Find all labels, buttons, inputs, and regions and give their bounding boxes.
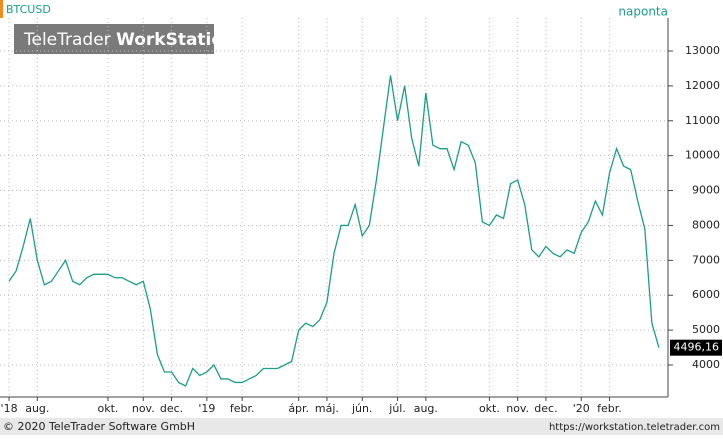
- chart-title: BTCUSD: [6, 3, 51, 16]
- y-tick-label: 13000: [685, 44, 720, 57]
- x-tick-label: okt.: [97, 402, 118, 415]
- y-tick-label: 10000: [685, 149, 720, 162]
- x-tick-label: aug.: [414, 402, 438, 415]
- logo-light: TeleTrader: [23, 30, 111, 50]
- chart-subtitle: naponta: [618, 5, 668, 19]
- y-tick-label: 6000: [692, 288, 720, 301]
- y-tick-label: 8000: [692, 218, 720, 231]
- y-tick-label: 4000: [692, 358, 720, 371]
- x-tick-label: dec.: [160, 402, 183, 415]
- y-tick-label: 5000: [692, 323, 720, 336]
- footer-bar: [0, 418, 723, 435]
- accent: [0, 0, 3, 18]
- x-tick-label: febr.: [597, 402, 622, 415]
- x-tick-label: dec.: [534, 402, 557, 415]
- y-tick-label: 9000: [692, 184, 720, 197]
- y-tick-label: 11000: [685, 114, 720, 127]
- logo: TeleTrader WorkStation: [23, 30, 235, 50]
- y-tick-label: 12000: [685, 79, 720, 92]
- x-tick-label: júl.: [388, 402, 406, 415]
- logo-bold: WorkStation: [116, 30, 235, 50]
- x-tick-label: nov.: [506, 402, 529, 415]
- x-tick-label: '20: [573, 402, 590, 415]
- x-tick-label: '18: [1, 402, 18, 415]
- x-tick-label: febr.: [230, 402, 255, 415]
- x-tick-label: aug.: [25, 402, 49, 415]
- x-tick-label: ápr.: [288, 402, 309, 415]
- y-tick-label: 7000: [692, 253, 720, 266]
- x-tick-label: '19: [198, 402, 215, 415]
- x-tick-label: nov.: [132, 402, 155, 415]
- x-tick-label: okt.: [479, 402, 500, 415]
- footer-left: © 2020 TeleTrader Software GmbH: [3, 420, 195, 433]
- price-line: [8, 75, 660, 387]
- footer-right: https://workstation.teletrader.com: [549, 422, 720, 433]
- last-price-label: 4496,16: [674, 341, 720, 354]
- last-price-box: [670, 339, 722, 356]
- logo-box: [14, 24, 214, 54]
- x-tick-label: jún.: [351, 402, 373, 415]
- x-tick-label: máj.: [315, 402, 339, 415]
